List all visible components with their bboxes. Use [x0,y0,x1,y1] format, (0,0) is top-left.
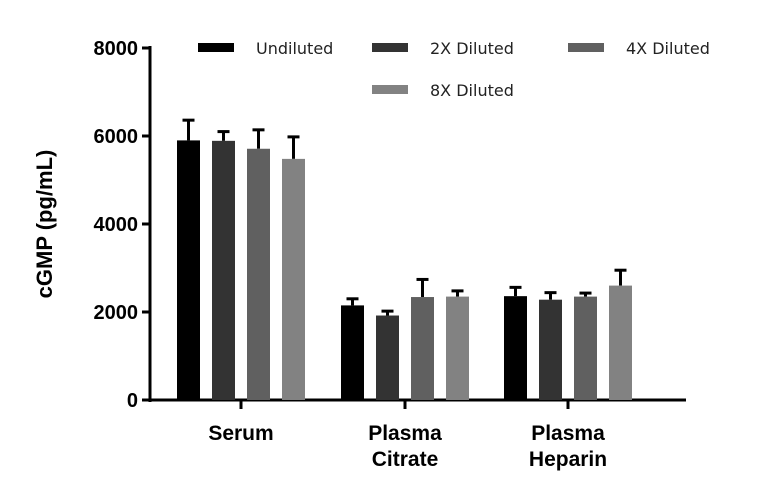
bar-8x-diluted [609,285,632,400]
x-tick-label: Plasma [368,422,442,445]
bar-2x-diluted [539,299,562,400]
bar-undiluted [177,140,200,400]
y-tick-label: 4000 [94,214,139,236]
x-tick-label: Serum [208,422,273,445]
y-axis-label: cGMP (pg/mL) [32,150,57,299]
legend-swatch [372,43,408,52]
bar-8x-diluted [282,158,305,400]
legend-label: 8X Diluted [430,81,514,100]
legend-label: 2X Diluted [430,39,514,58]
x-tick-label: Plasma [531,422,605,445]
bar-4x-diluted [411,297,434,400]
legend-swatch [198,43,234,52]
bar-undiluted [341,305,364,400]
legend-swatch [372,85,408,94]
x-tick-label: Citrate [372,448,439,471]
bar-4x-diluted [247,148,270,400]
legend-label: Undiluted [256,39,333,58]
legend-swatch [568,43,604,52]
bar-undiluted [504,296,527,400]
bar-2x-diluted [376,315,399,400]
legend-label: 4X Diluted [626,39,710,58]
bar-8x-diluted [446,296,469,400]
y-tick-label: 0 [127,390,138,412]
y-tick-label: 8000 [94,38,139,60]
x-tick-label: Heparin [529,448,607,471]
bar-4x-diluted [574,296,597,400]
y-tick-label: 2000 [94,302,139,324]
bar-2x-diluted [212,140,235,400]
y-tick-label: 6000 [94,126,139,148]
